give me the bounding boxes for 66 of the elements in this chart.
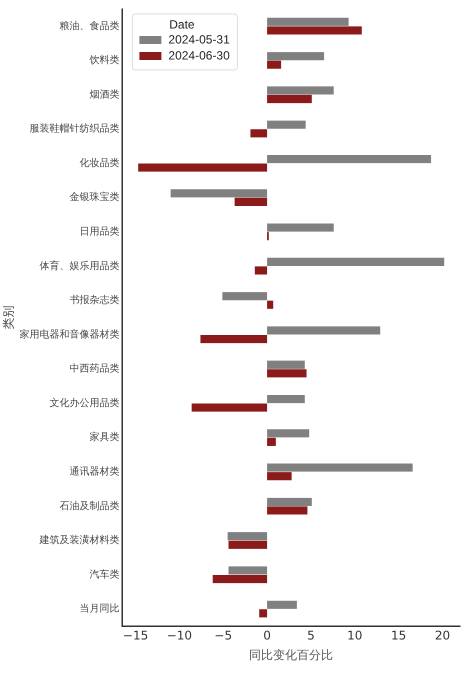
bar: [267, 300, 274, 309]
x-tick-label: 15: [390, 628, 406, 643]
bar: [267, 224, 334, 232]
y-tick-label: 家用电器和音像器材类: [19, 328, 120, 340]
legend-label: 2024-05-31: [168, 32, 230, 46]
x-tick-label: −5: [214, 628, 232, 643]
bar: [267, 154, 432, 164]
y-tick-label: 中西药品类: [69, 362, 120, 375]
bar: [267, 369, 307, 378]
bar: [250, 129, 268, 138]
bar: [267, 326, 380, 335]
y-tick-label: 饮料类: [88, 54, 120, 66]
bar: [267, 498, 312, 506]
x-tick-label: 10: [347, 628, 362, 643]
bar: [267, 258, 444, 266]
bar: [200, 334, 268, 344]
y-tick-label: 文化办公用品类: [49, 396, 120, 409]
bar: [192, 404, 268, 412]
bar: [267, 600, 297, 609]
bar: [228, 532, 268, 540]
x-tick-label: −10: [166, 628, 192, 643]
y-tick-label: 服装鞋帽针纺织品类: [29, 122, 120, 135]
y-tick-label: 家具类: [89, 431, 120, 444]
bar: [267, 86, 334, 95]
y-tick-label: 化妆品类: [79, 156, 120, 169]
bar: [267, 60, 282, 69]
bar: [170, 189, 268, 198]
bar: [267, 26, 362, 35]
y-tick-label: 当月同比: [79, 602, 120, 615]
bar: [267, 120, 306, 129]
bar: [267, 464, 413, 472]
y-axis-title: 类别: [1, 306, 16, 330]
y-tick-label: 金银珠宝类: [69, 191, 120, 204]
legend-title: Date: [169, 17, 195, 32]
bar: [267, 394, 305, 404]
y-tick-label: 建筑及装潢材料类: [38, 534, 120, 546]
y-tick-label: 汽车类: [89, 568, 120, 580]
x-tick-label: −15: [122, 628, 148, 643]
y-tick-label: 日用品类: [79, 226, 120, 238]
x-axis-title: 同比变化百分比: [249, 648, 334, 662]
bar: [222, 292, 268, 300]
bar: [254, 266, 268, 275]
bar: [267, 52, 324, 60]
bar: [267, 506, 308, 515]
x-tick-label: 5: [307, 628, 315, 643]
y-tick-label: 粮油、食品类: [59, 20, 120, 32]
bar: [234, 198, 268, 206]
bar: [267, 429, 310, 438]
legend-label: 2024-06-30: [168, 48, 230, 62]
bar: [138, 164, 268, 172]
bar: [267, 472, 292, 480]
bar: [259, 609, 268, 618]
bar: [267, 438, 276, 446]
bar: [228, 566, 268, 575]
bar: [267, 18, 349, 26]
y-tick-label: 烟酒类: [89, 88, 120, 100]
y-tick-label: 石油及制品类: [59, 500, 120, 512]
bar: [267, 360, 305, 369]
bar: [228, 540, 268, 549]
bar: [212, 574, 268, 584]
y-tick-label: 通讯器材类: [69, 466, 120, 478]
x-tick-label: 20: [434, 628, 450, 643]
y-tick-label: 体育、娱乐用品类: [39, 260, 120, 272]
y-tick-label: 书报杂志类: [69, 294, 120, 306]
x-tick-label: 0: [263, 628, 271, 643]
bar: [267, 94, 312, 104]
